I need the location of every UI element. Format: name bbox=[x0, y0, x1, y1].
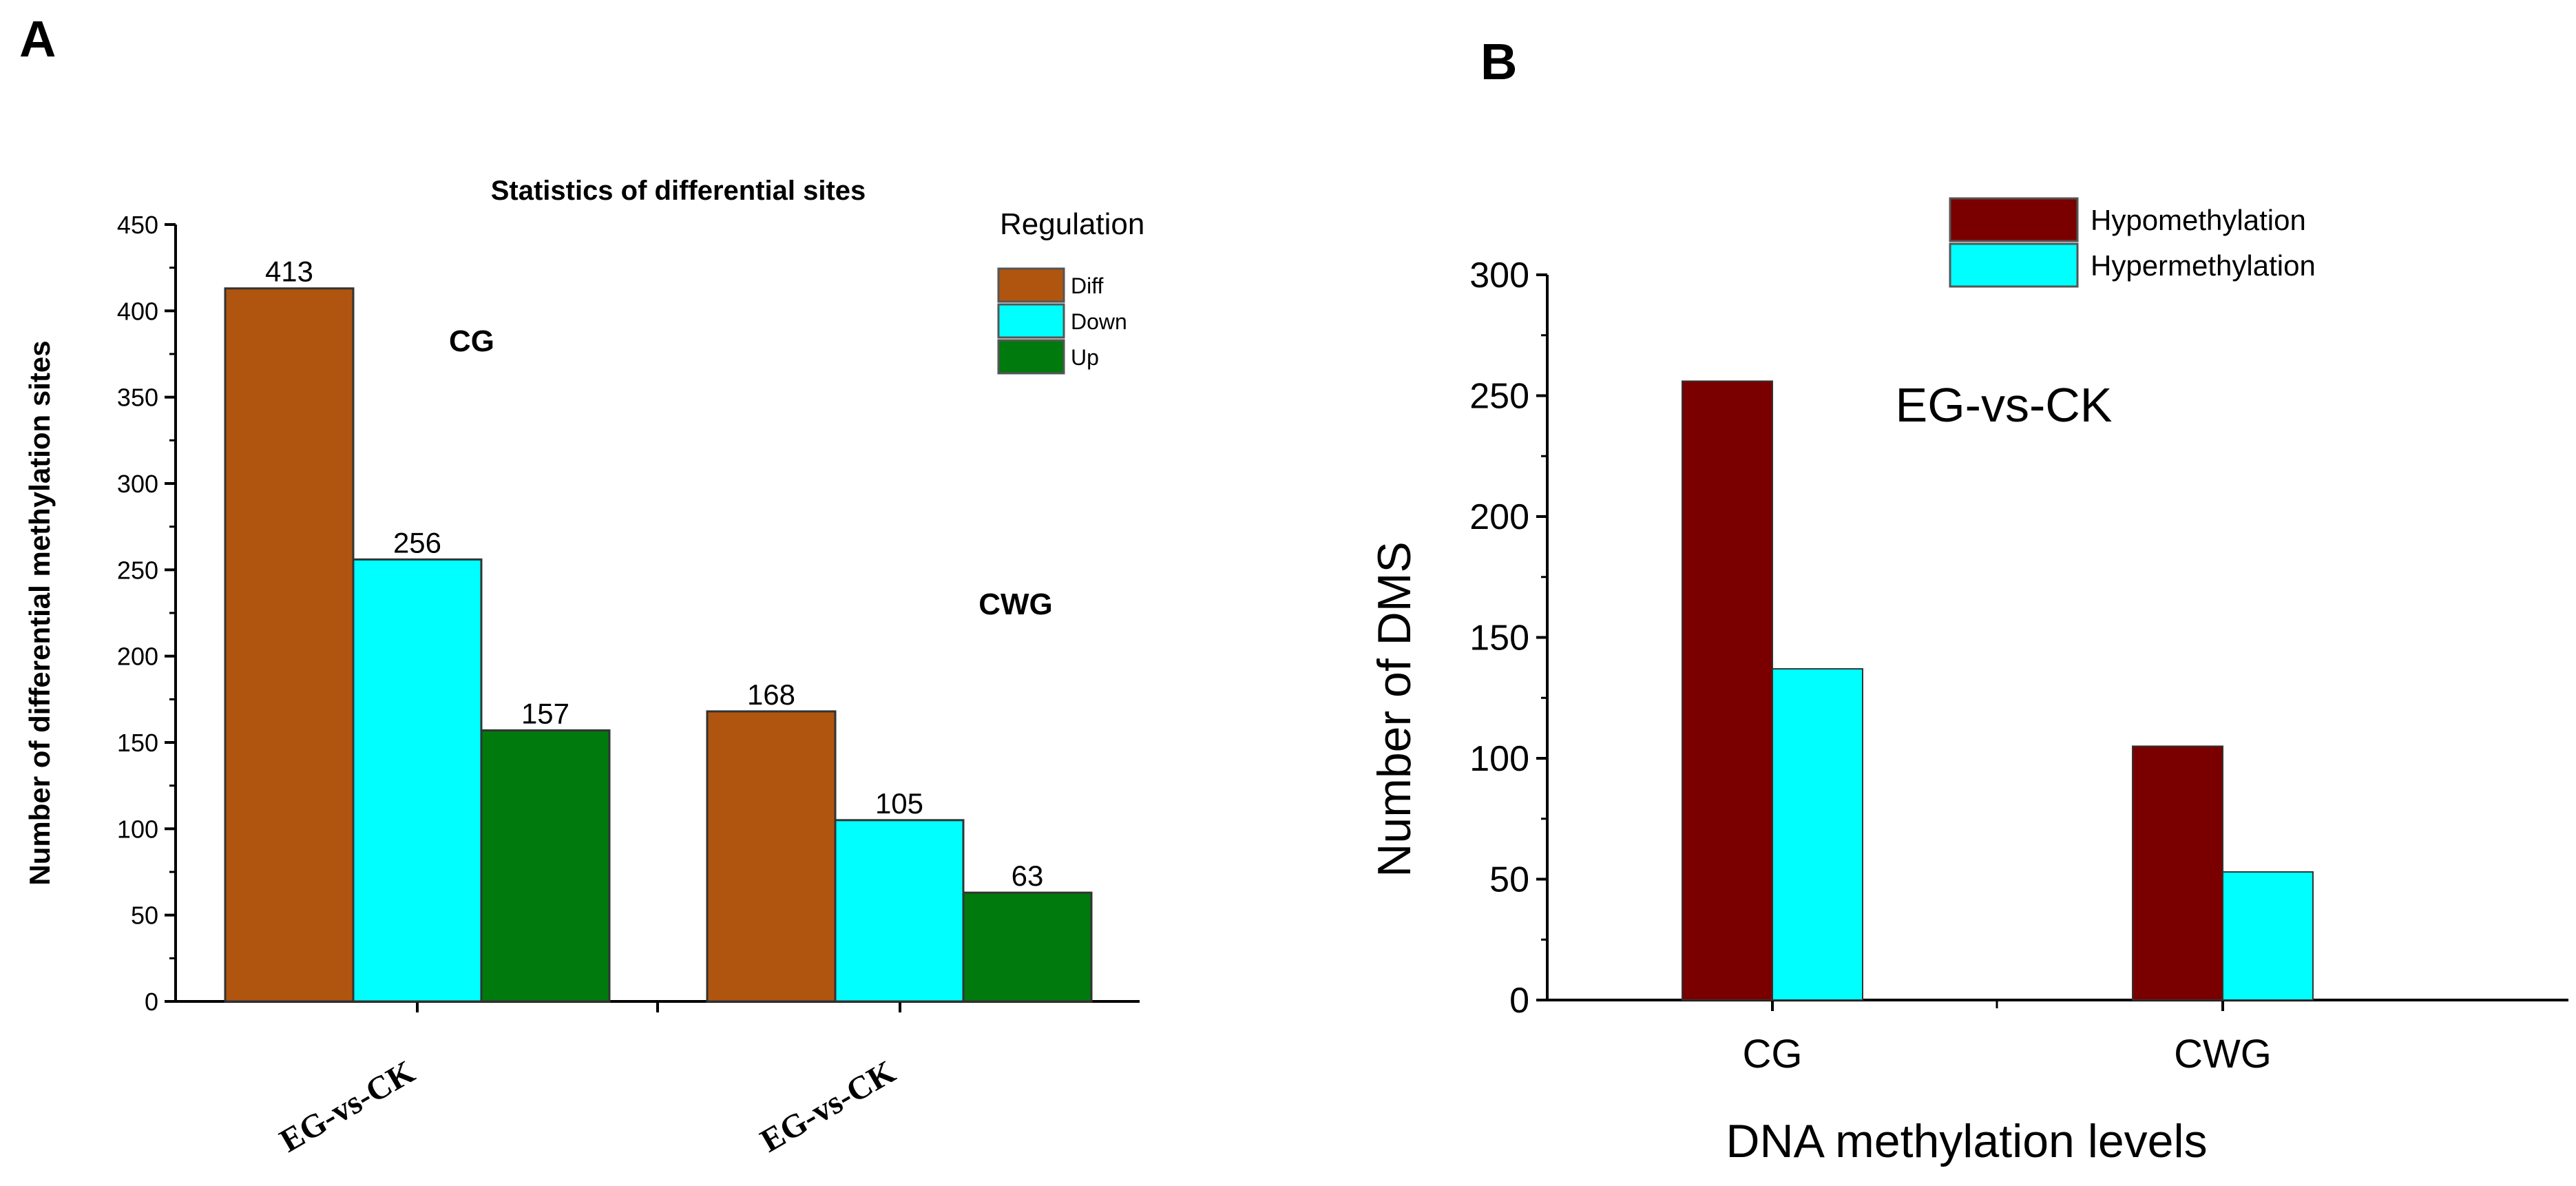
legend-label: Hypermethylation bbox=[2091, 249, 2316, 282]
y-tick-label: 0 bbox=[1509, 981, 1529, 1021]
bar-value-label: 63 bbox=[1012, 860, 1044, 892]
legend-swatch-hypermethylation bbox=[1949, 242, 2079, 288]
bar-value-label: 413 bbox=[265, 256, 313, 288]
panel-b-bars bbox=[1682, 380, 2314, 1001]
bar-diff bbox=[706, 710, 837, 1003]
panel-a-axes: 0 50 100 150 200 250 300 350 400 450 bbox=[117, 211, 1140, 1016]
legend-swatch-diff bbox=[997, 267, 1065, 303]
bar-hypermethylation bbox=[1772, 668, 1863, 1001]
y-tick-label: 200 bbox=[117, 643, 158, 671]
panel-b-label: B bbox=[1480, 33, 1517, 90]
y-tick-label: 250 bbox=[1469, 377, 1529, 417]
legend-label: Down bbox=[1071, 309, 1127, 334]
x-tick-label: CG bbox=[1743, 1032, 1803, 1076]
panel-b-title: EG-vs-CK bbox=[1896, 378, 2113, 432]
panel-b-axes: 0 50 100 150 200 250 300 CG CWG bbox=[1469, 256, 2568, 1076]
bar-hypomethylation bbox=[1682, 380, 1773, 1001]
bar-diff bbox=[224, 287, 355, 1003]
panel-a-title: Statistics of differential sites bbox=[491, 176, 866, 206]
bar-down bbox=[352, 558, 483, 1003]
y-tick-label: 300 bbox=[1469, 256, 1529, 295]
panel-a-ylabel: Number of differential methylation sites bbox=[23, 340, 56, 885]
annotation-cg: CG bbox=[449, 324, 494, 358]
legend-label: Diff bbox=[1071, 273, 1104, 298]
y-tick-label: 400 bbox=[117, 297, 158, 325]
y-tick-label: 200 bbox=[1469, 497, 1529, 537]
bar-hypomethylation bbox=[2132, 745, 2223, 1001]
y-tick-label: 150 bbox=[1469, 618, 1529, 658]
y-tick-label: 300 bbox=[117, 470, 158, 498]
panel-a-bars: 413 168 256 105 157 63 bbox=[224, 256, 1093, 1003]
panel-a-legend: Diff Down Up bbox=[997, 267, 1127, 375]
y-tick-label: 450 bbox=[117, 211, 158, 239]
legend-label: Hypomethylation bbox=[2091, 204, 2306, 236]
y-tick-label: 50 bbox=[1489, 860, 1529, 900]
bar-up bbox=[962, 891, 1093, 1003]
panel-a-xtick-1: EG-vs-CK bbox=[754, 1054, 901, 1160]
legend-swatch-hypomethylation bbox=[1949, 197, 2079, 242]
legend-label: Up bbox=[1071, 345, 1099, 370]
legend-swatch-up bbox=[997, 339, 1065, 375]
panel-b-ylabel: Number of DMS bbox=[1368, 541, 1421, 877]
bar-up bbox=[480, 729, 611, 1003]
panel-b-xlabel: DNA methylation levels bbox=[1726, 1115, 2207, 1167]
panel-b-legend: Hypomethylation Hypermethylation bbox=[1949, 197, 2316, 288]
y-tick-label: 50 bbox=[131, 902, 158, 930]
bar-value-label: 105 bbox=[875, 787, 923, 820]
panel-a-label: A bbox=[19, 10, 56, 67]
legend-swatch-down bbox=[997, 303, 1065, 339]
x-tick-label: CWG bbox=[2174, 1032, 2272, 1076]
y-tick-label: 0 bbox=[145, 988, 158, 1016]
y-tick-label: 250 bbox=[117, 556, 158, 584]
bar-hypermethylation bbox=[2222, 871, 2314, 1001]
bar-value-label: 157 bbox=[521, 697, 569, 729]
annotation-cwg: CWG bbox=[978, 587, 1053, 621]
bar-down bbox=[834, 819, 965, 1003]
y-tick-label: 150 bbox=[117, 729, 158, 757]
panel-a-xtick-0: EG-vs-CK bbox=[273, 1054, 421, 1160]
bar-value-label: 168 bbox=[747, 678, 795, 711]
y-tick-label: 350 bbox=[117, 384, 158, 412]
y-tick-label: 100 bbox=[1469, 739, 1529, 779]
legend-a-title: Regulation bbox=[1000, 207, 1144, 241]
y-tick-label: 100 bbox=[117, 815, 158, 843]
bar-value-label: 256 bbox=[393, 526, 441, 559]
